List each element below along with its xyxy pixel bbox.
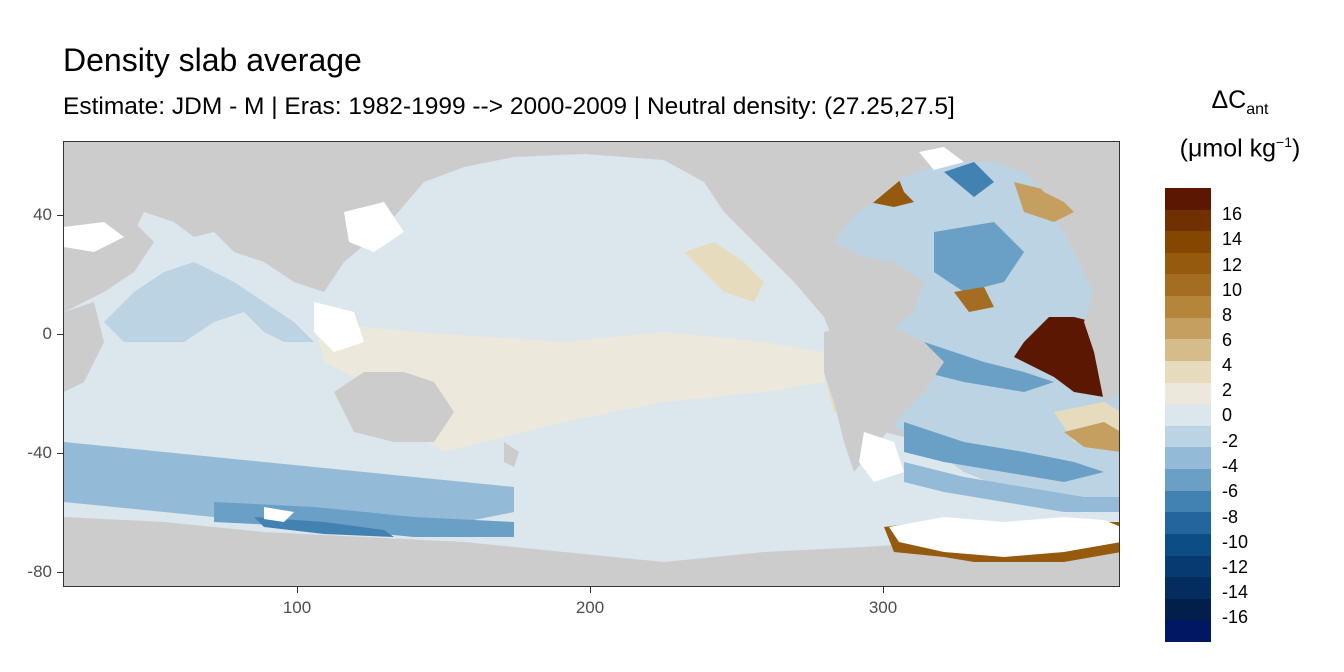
x-tickmark: [590, 587, 592, 593]
nodata-region: [889, 517, 1119, 557]
nodata-region: [919, 147, 964, 170]
legend-label: 12: [1222, 255, 1243, 275]
y-tickmark: [57, 334, 63, 336]
y-tickmark: [57, 453, 63, 455]
legend-label: -16: [1222, 607, 1249, 627]
land-region: [64, 302, 104, 392]
legend-unit: (μmol kg−1): [1179, 134, 1301, 163]
legend-label: 16: [1222, 204, 1243, 224]
legend-label: 0: [1222, 405, 1233, 425]
y-tick-label: 0: [42, 324, 52, 343]
ocean-region: [1014, 182, 1074, 222]
ocean-region: [64, 442, 514, 527]
legend-swatch: [1165, 209, 1211, 232]
legend-label: 8: [1222, 305, 1233, 325]
ocean-region: [924, 342, 1054, 392]
legend-label: 2: [1222, 380, 1233, 400]
y-tick-label: -80: [27, 562, 52, 581]
y-tick-label: -40: [27, 443, 52, 462]
x-tick-label: 100: [282, 598, 312, 617]
land-region: [334, 372, 454, 442]
nodata-region: [314, 302, 364, 352]
ocean-region: [904, 462, 1119, 512]
land-region: [64, 142, 464, 272]
x-tick-label: 300: [868, 598, 898, 617]
land-region: [504, 442, 519, 467]
legend-swatch: [1165, 252, 1211, 275]
land-region: [64, 192, 154, 312]
nodata-region: [264, 507, 294, 522]
ocean-region: [934, 222, 1024, 292]
legend-label: 10: [1222, 280, 1243, 300]
ocean-region: [834, 152, 1119, 512]
legend-swatch: [1165, 339, 1211, 362]
legend-swatch: [1165, 296, 1211, 319]
ocean-region: [1014, 317, 1104, 397]
land-region: [64, 542, 1119, 586]
chart-title: Density slab average: [63, 42, 362, 78]
legend-swatch: [1165, 425, 1211, 448]
legend-swatch: [1165, 577, 1211, 600]
legend-swatch: [1165, 382, 1211, 405]
land-region: [694, 142, 1119, 231]
nodata-region: [344, 202, 404, 252]
nodata-region: [64, 222, 124, 252]
legend-swatch: [1165, 512, 1211, 535]
legend-swatch: [1165, 404, 1211, 427]
ocean-region: [1064, 422, 1119, 452]
x-tickmark: [883, 587, 885, 593]
legend-swatch: [1165, 188, 1211, 211]
legend-label: 6: [1222, 330, 1233, 350]
legend-swatch: [1165, 317, 1211, 340]
legend-swatch: [1165, 620, 1211, 643]
legend-swatch: [1165, 447, 1211, 470]
x-tick-label: 200: [575, 598, 605, 617]
legend-swatch: [1165, 533, 1211, 556]
chart-subtitle: Estimate: JDM - M | Eras: 1982-1999 --> …: [63, 93, 955, 120]
legend-label: -8: [1222, 507, 1239, 527]
legend-swatch: [1165, 598, 1211, 621]
ocean-region: [104, 262, 314, 342]
legend-label: -6: [1222, 481, 1239, 501]
legend-swatch: [1165, 360, 1211, 384]
legend-colorbar: [1165, 188, 1211, 643]
legend-swatch: [1165, 490, 1211, 513]
y-tick-label: 40: [33, 205, 52, 224]
legend-title: ΔCant: [1211, 86, 1269, 118]
legend-label: -14: [1222, 582, 1249, 602]
ocean-region: [954, 287, 994, 312]
ocean-region: [904, 422, 1104, 482]
ocean-region: [944, 162, 994, 197]
map-raster: [64, 142, 1119, 586]
nodata-region: [859, 432, 904, 482]
legend-label: -10: [1222, 532, 1249, 552]
legend-swatch: [1165, 469, 1211, 492]
legend-swatch: [1165, 555, 1211, 578]
y-tickmark: [57, 572, 63, 574]
legend-label: -2: [1222, 431, 1239, 451]
x-tickmark: [297, 587, 299, 593]
legend-label: -12: [1222, 557, 1249, 577]
ocean-region: [684, 242, 764, 302]
legend-swatch: [1165, 274, 1211, 297]
ocean-region: [214, 502, 514, 537]
land-region: [1084, 257, 1119, 402]
legend-label: 4: [1222, 355, 1233, 375]
legend-label: -4: [1222, 456, 1239, 476]
legend-swatch: [1165, 231, 1211, 254]
y-tickmark: [57, 215, 63, 217]
ocean-region: [254, 517, 394, 537]
legend-label: 14: [1222, 229, 1243, 249]
land-region: [824, 322, 944, 472]
map-panel: [63, 141, 1120, 587]
